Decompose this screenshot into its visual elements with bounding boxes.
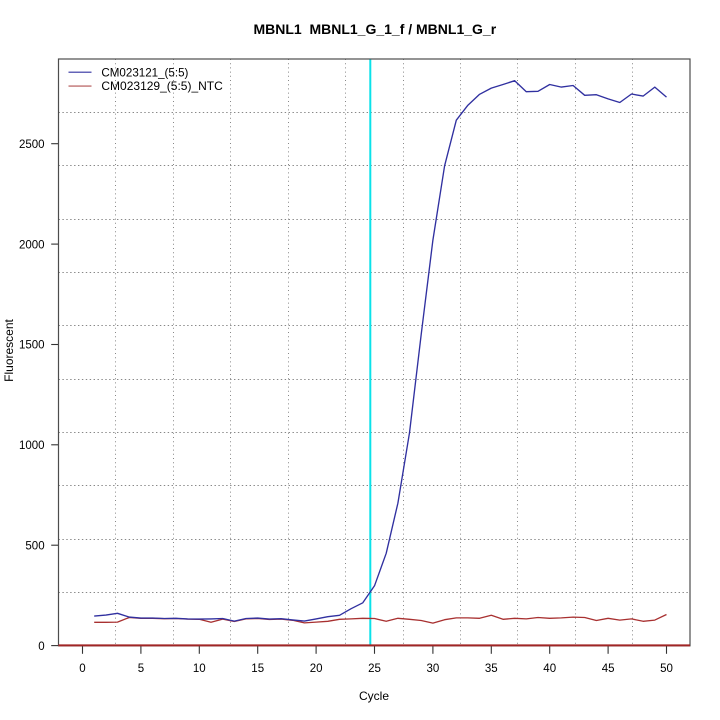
svg-text:20: 20: [310, 663, 323, 675]
svg-text:40: 40: [543, 663, 556, 675]
svg-text:35: 35: [485, 663, 498, 675]
svg-text:15: 15: [251, 663, 264, 675]
svg-text:2500: 2500: [19, 139, 45, 151]
svg-text:MBNL1 MBNL1_G_1_f / MBNL1_G_r: MBNL1 MBNL1_G_1_f / MBNL1_G_r: [253, 21, 496, 37]
svg-text:1500: 1500: [19, 340, 45, 352]
svg-text:50: 50: [660, 663, 673, 675]
svg-text:0: 0: [38, 641, 44, 653]
svg-text:CM023121_(5:5): CM023121_(5:5): [101, 66, 188, 79]
svg-text:25: 25: [368, 663, 381, 675]
svg-text:2000: 2000: [19, 239, 45, 251]
svg-text:30: 30: [427, 663, 440, 675]
svg-text:Cycle: Cycle: [359, 689, 389, 703]
svg-text:Fluorescent: Fluorescent: [2, 318, 16, 381]
svg-text:10: 10: [193, 663, 206, 675]
svg-text:500: 500: [25, 540, 44, 552]
svg-text:0: 0: [79, 663, 85, 675]
svg-text:1000: 1000: [19, 440, 45, 452]
svg-text:5: 5: [138, 663, 144, 675]
svg-text:45: 45: [602, 663, 615, 675]
svg-text:CM023129_(5:5)_NTC: CM023129_(5:5)_NTC: [101, 79, 223, 93]
